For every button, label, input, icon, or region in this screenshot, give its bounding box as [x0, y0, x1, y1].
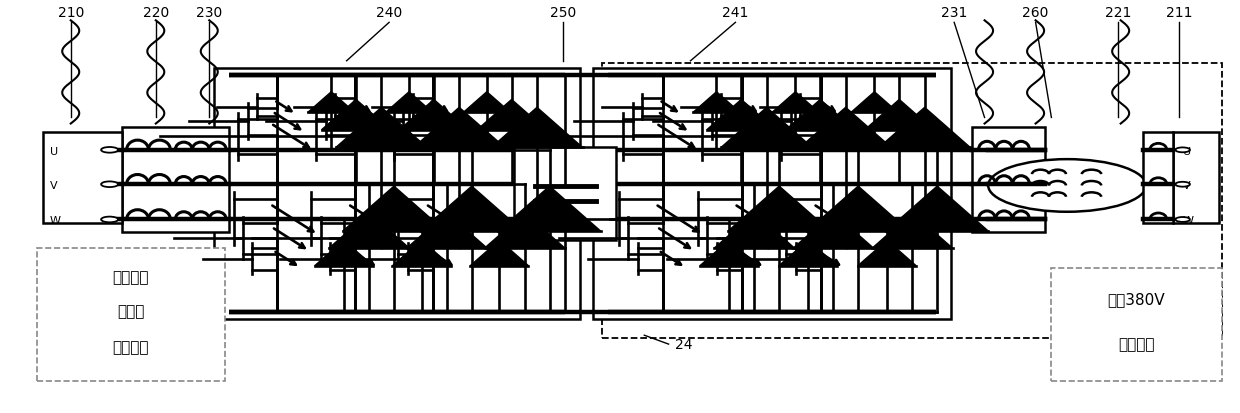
- Polygon shape: [477, 100, 546, 130]
- Polygon shape: [794, 213, 874, 248]
- Bar: [593, 68, 951, 319]
- Bar: [1142, 133, 1173, 223]
- Polygon shape: [693, 92, 740, 112]
- Circle shape: [102, 181, 118, 187]
- Text: 260: 260: [1023, 6, 1049, 20]
- Text: 三相电网: 三相电网: [1118, 337, 1154, 353]
- Polygon shape: [872, 213, 952, 248]
- Circle shape: [1176, 217, 1190, 222]
- Circle shape: [102, 147, 118, 153]
- Polygon shape: [407, 213, 487, 248]
- Polygon shape: [779, 240, 837, 266]
- Polygon shape: [386, 92, 433, 112]
- Text: W: W: [1183, 216, 1194, 226]
- Polygon shape: [321, 100, 391, 130]
- Polygon shape: [851, 92, 898, 112]
- Polygon shape: [399, 100, 469, 130]
- Polygon shape: [329, 213, 409, 248]
- Text: U: U: [1183, 147, 1190, 157]
- Polygon shape: [864, 100, 934, 130]
- Polygon shape: [498, 186, 600, 231]
- Bar: [215, 68, 580, 319]
- Bar: [1052, 268, 1221, 381]
- Text: 221: 221: [1105, 6, 1131, 20]
- Polygon shape: [786, 100, 854, 130]
- Text: 240: 240: [376, 6, 402, 20]
- Circle shape: [102, 216, 118, 222]
- Circle shape: [1176, 182, 1190, 187]
- Polygon shape: [393, 240, 450, 266]
- Text: 三相端口: 三相端口: [113, 340, 149, 356]
- Text: V: V: [1183, 181, 1190, 191]
- Polygon shape: [807, 186, 909, 231]
- Bar: [972, 127, 1045, 232]
- Polygon shape: [420, 186, 523, 231]
- Text: 24: 24: [675, 338, 692, 352]
- Circle shape: [988, 159, 1146, 212]
- Text: 220: 220: [143, 6, 169, 20]
- Bar: [601, 63, 1221, 338]
- Text: 230: 230: [196, 6, 222, 20]
- Circle shape: [1176, 147, 1190, 152]
- Bar: [37, 248, 224, 381]
- Text: 241: 241: [722, 6, 749, 20]
- Polygon shape: [485, 213, 565, 248]
- Bar: [1173, 133, 1219, 223]
- Polygon shape: [707, 100, 776, 130]
- Polygon shape: [491, 107, 583, 147]
- Polygon shape: [336, 107, 427, 147]
- Text: V: V: [50, 181, 58, 191]
- Polygon shape: [858, 240, 916, 266]
- Text: 接入380V: 接入380V: [1107, 292, 1166, 307]
- Text: 210: 210: [57, 6, 84, 20]
- Polygon shape: [315, 240, 373, 266]
- Text: 接入电机: 接入电机: [113, 270, 149, 285]
- Polygon shape: [714, 213, 795, 248]
- Text: 211: 211: [1166, 6, 1192, 20]
- Polygon shape: [771, 92, 820, 112]
- Polygon shape: [722, 107, 812, 147]
- Polygon shape: [699, 240, 758, 266]
- Text: 231: 231: [941, 6, 967, 20]
- Polygon shape: [800, 107, 892, 147]
- Polygon shape: [414, 107, 505, 147]
- Text: W: W: [50, 216, 61, 226]
- Text: 250: 250: [549, 6, 577, 20]
- Bar: [42, 133, 122, 223]
- Text: U: U: [50, 147, 58, 157]
- Polygon shape: [343, 186, 445, 231]
- Polygon shape: [470, 240, 528, 266]
- Text: 驱动器: 驱动器: [118, 304, 145, 319]
- Polygon shape: [464, 92, 511, 112]
- Bar: [122, 127, 228, 232]
- Polygon shape: [879, 107, 970, 147]
- Polygon shape: [887, 186, 988, 231]
- Polygon shape: [308, 92, 355, 112]
- Bar: [515, 147, 616, 240]
- Polygon shape: [728, 186, 831, 231]
